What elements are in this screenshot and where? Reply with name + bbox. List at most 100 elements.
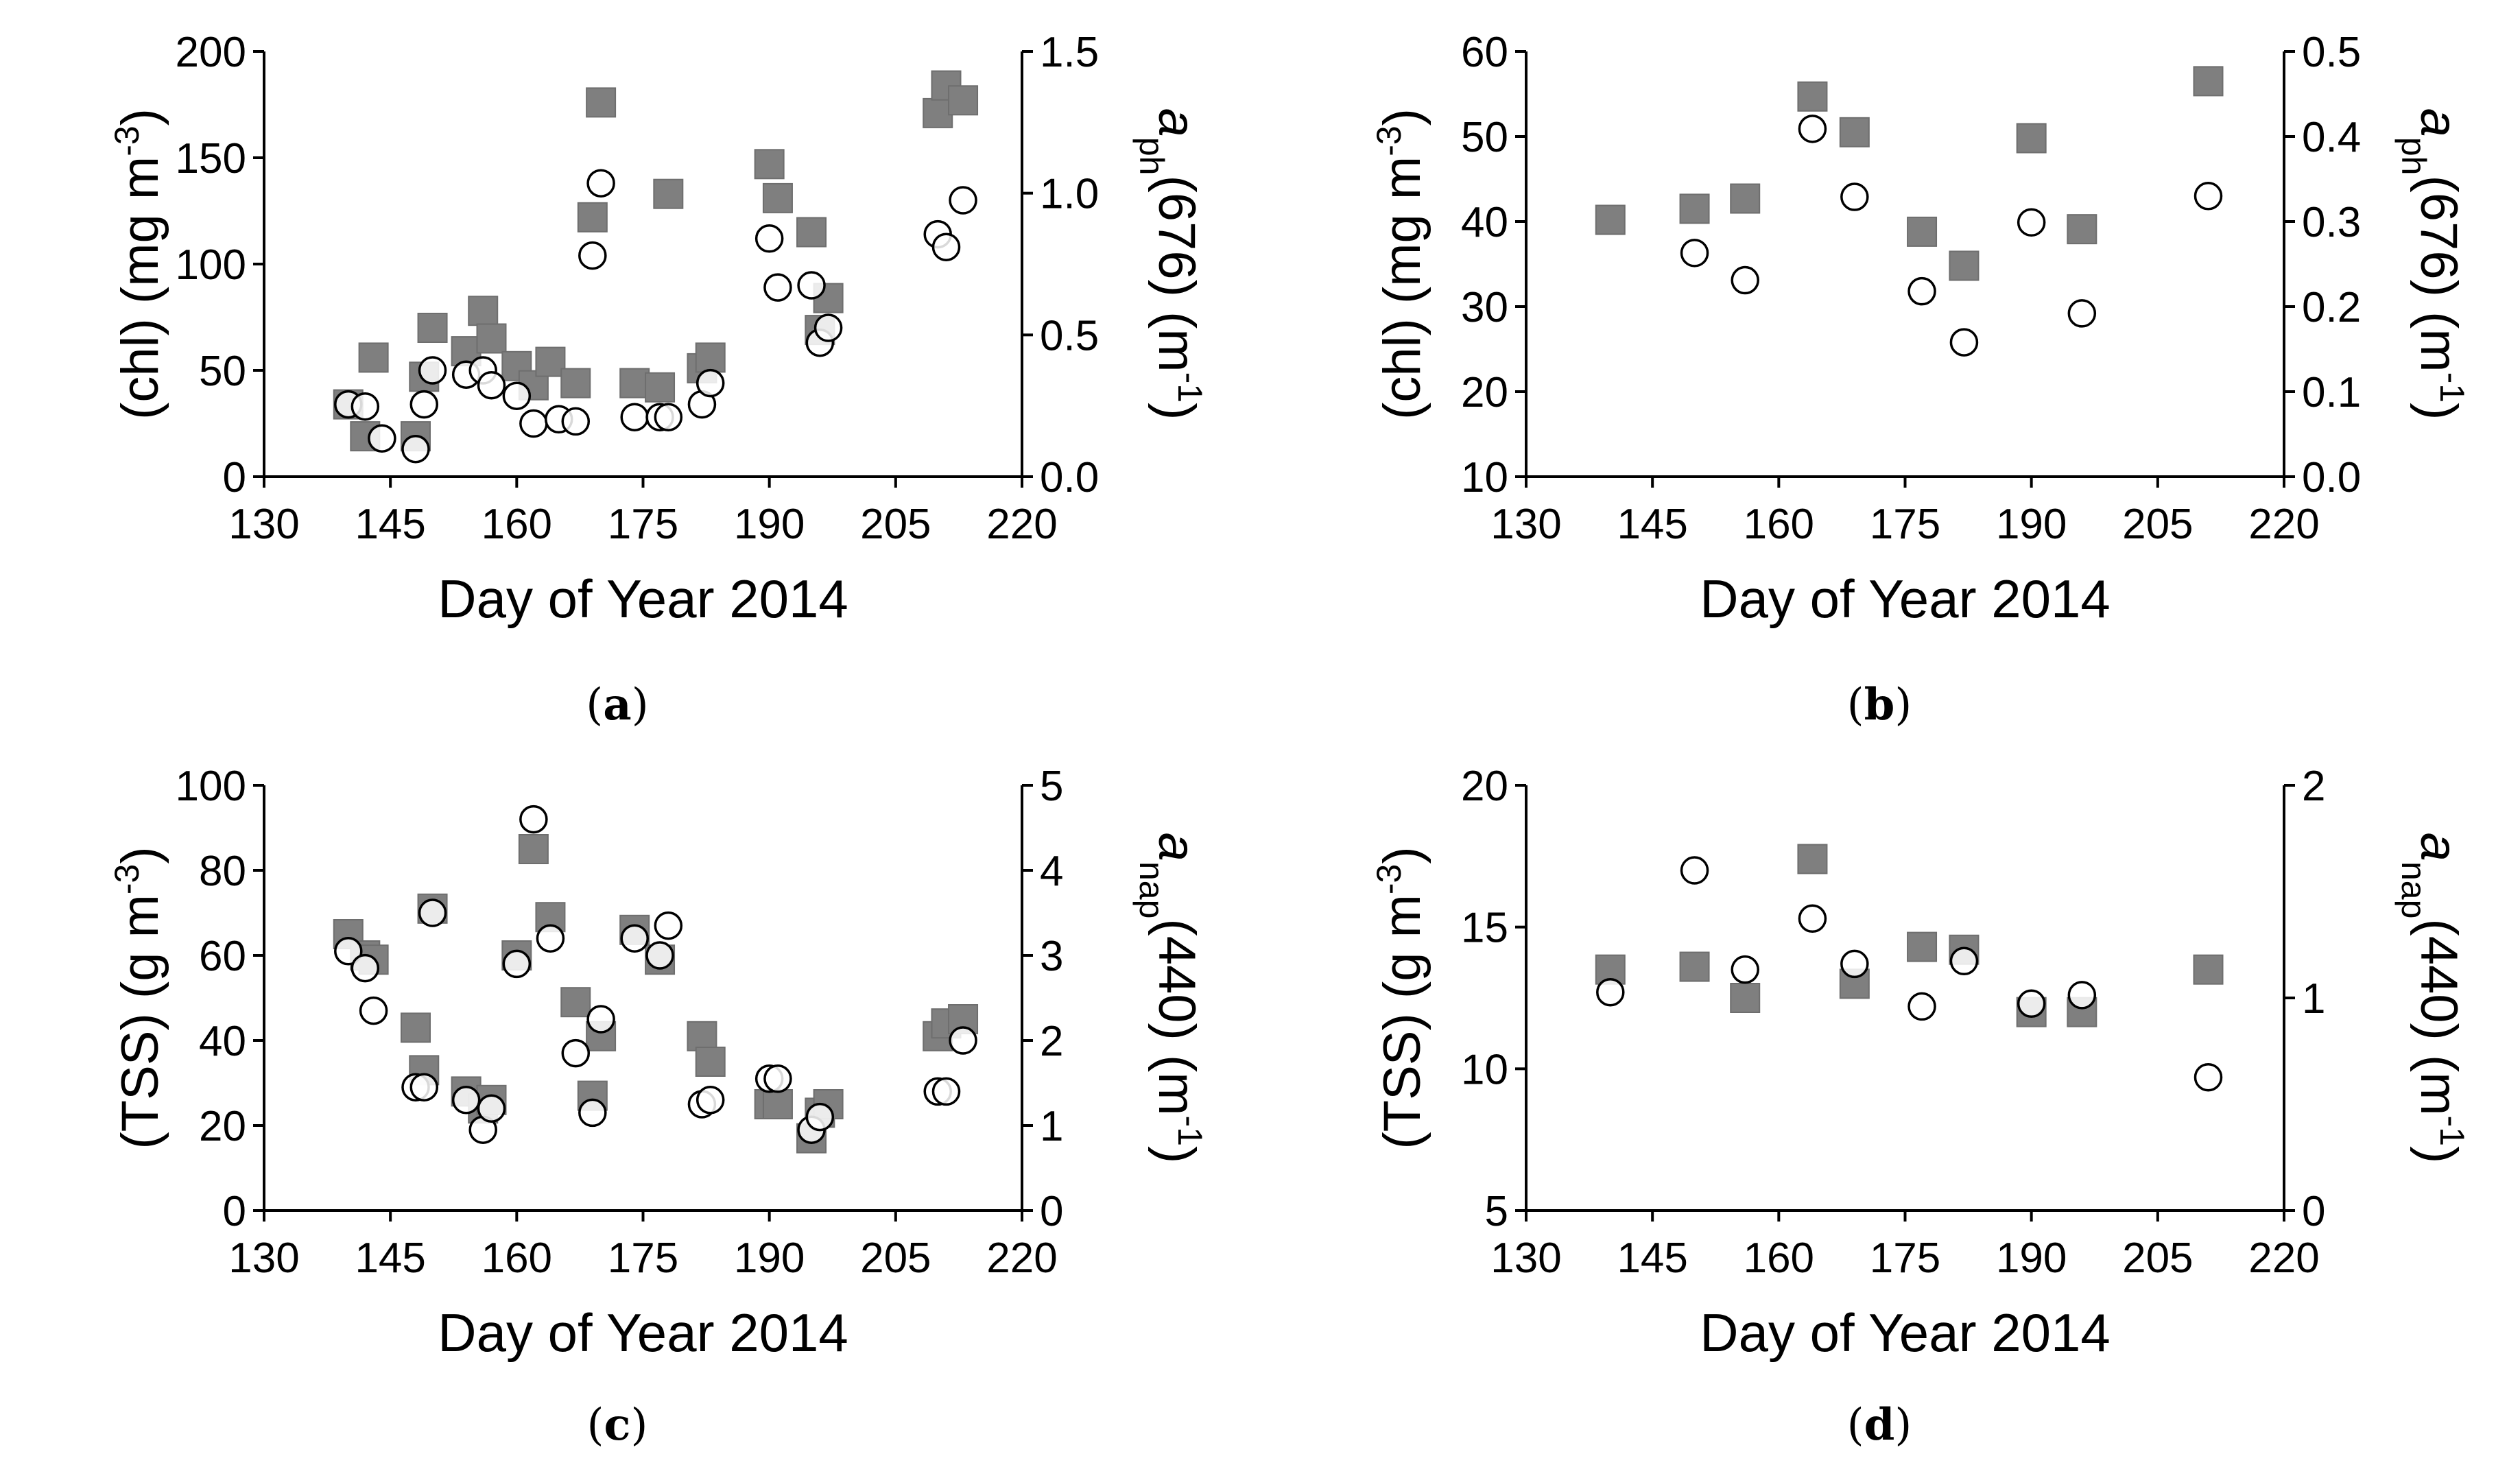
data-point-square	[1730, 183, 1761, 214]
data-point-circle	[586, 1005, 615, 1034]
data-point-circle	[696, 368, 725, 398]
y-right-axis-title: aph(676) (m-1)	[2394, 108, 2471, 420]
y-right-tick-label: 1	[1040, 1103, 1063, 1150]
y-right-tick-label: 0.1	[2302, 369, 2361, 416]
y-right-tick-label: 0.2	[2302, 284, 2361, 331]
y-left-tick-label: 10	[1461, 454, 1508, 501]
data-point-square	[645, 372, 676, 403]
data-point-circle	[949, 1026, 977, 1055]
x-tick-label: 175	[608, 1235, 678, 1282]
data-point-circle	[763, 1064, 792, 1093]
y-right-tick-label: 0.0	[1040, 454, 1099, 501]
data-point-square	[1907, 931, 1938, 962]
data-point-circle	[1907, 992, 1936, 1021]
data-point-square	[417, 313, 448, 343]
series-square-filled	[333, 70, 979, 452]
x-tick-label: 145	[1617, 1235, 1687, 1282]
data-point-square	[1907, 216, 1938, 247]
data-point-square	[695, 342, 726, 373]
axes: 130 145 160 175 190 205 220 5 10 15 20 0 1 2	[1461, 763, 2325, 1282]
data-point-circle	[536, 924, 565, 953]
chart-panel-a: 130 145 160 175 190 205 220 0 50 100 150 200 0.0 0.5 1…	[0, 0, 1255, 679]
data-point-circle	[2017, 989, 2046, 1019]
y-left-tick-label: 60	[1461, 29, 1508, 76]
x-tick-label: 130	[1490, 1235, 1561, 1282]
y-left-tick-label: 15	[1461, 905, 1508, 952]
y-left-tick-label: 20	[199, 1103, 246, 1150]
data-point-square	[401, 1012, 431, 1043]
data-point-circle	[2017, 208, 2046, 237]
data-point-square	[476, 323, 507, 354]
data-point-circle	[654, 403, 683, 431]
data-point-circle	[502, 381, 532, 410]
y-right-tick-label: 0	[2302, 1188, 2325, 1235]
data-point-square	[586, 87, 617, 118]
data-point-circle	[1949, 946, 1979, 976]
data-point-circle	[2067, 299, 2097, 328]
data-point-circle	[1798, 115, 1827, 143]
x-tick-label: 175	[1870, 1235, 1940, 1282]
data-point-circle	[519, 805, 548, 834]
axes: 130 145 160 175 190 205 220 0 50 100 150 200 0.0 0.5 1…	[176, 29, 1099, 548]
data-point-circle	[2067, 981, 2097, 1010]
data-point-circle	[654, 911, 683, 940]
data-point-circle	[1680, 856, 1709, 885]
y-left-tick-label: 10	[1461, 1046, 1508, 1093]
y-right-tick-label: 1	[2302, 975, 2325, 1023]
data-point-circle	[931, 1077, 961, 1106]
chart-svg-d: 130 145 160 175 190 205 220 5 10 15 20 0 1 2 Day of Ye…	[1370, 763, 2471, 1363]
x-axis-title: Day of Year 2014	[1700, 569, 2110, 629]
y-right-tick-label: 0.5	[1040, 312, 1099, 359]
x-tick-label: 205	[2122, 1235, 2193, 1282]
x-tick-label: 145	[355, 501, 425, 548]
y-left-tick-label: 40	[1461, 199, 1508, 246]
y-left-tick-label: 30	[1461, 284, 1508, 331]
data-point-circle	[359, 996, 388, 1025]
data-point-circle	[813, 313, 843, 342]
x-tick-label: 130	[228, 1235, 299, 1282]
data-point-square	[796, 217, 827, 248]
y-right-axis-title: anap(440) (m-1)	[1132, 833, 1209, 1164]
x-tick-label: 220	[2248, 501, 2319, 548]
series-square-filled	[1595, 66, 2224, 281]
y-left-tick-label: 20	[1461, 369, 1508, 416]
y-right-tick-label: 5	[1040, 763, 1063, 810]
x-tick-label: 130	[1490, 501, 1561, 548]
y-left-tick-label: 150	[176, 135, 246, 182]
data-point-circle	[350, 392, 380, 421]
data-point-square	[577, 202, 608, 233]
data-point-square	[653, 178, 684, 209]
data-point-circle	[451, 1086, 481, 1115]
y-left-axis-title: (TSS) (g m-3)	[108, 846, 169, 1149]
data-point-square	[2193, 954, 2224, 985]
x-tick-label: 160	[482, 1235, 552, 1282]
series-circle-open	[1680, 115, 2223, 357]
data-point-circle	[645, 941, 674, 970]
data-point-circle	[620, 403, 649, 431]
series-circle-open	[334, 805, 977, 1144]
caption-c: (c)	[586, 1399, 648, 1451]
data-point-square	[619, 368, 650, 398]
chart-svg-a: 130 145 160 175 190 205 220 0 50 100 150 200 0.0 0.5 1…	[108, 29, 1209, 629]
data-point-square	[762, 1089, 793, 1119]
x-tick-label: 190	[1996, 1235, 2067, 1282]
data-point-circle	[561, 407, 591, 436]
y-left-axis-title: (chl) (mg m-3)	[108, 108, 169, 420]
y-right-tick-label: 3	[1040, 933, 1063, 980]
chart-panel-d: 130 145 160 175 190 205 220 5 10 15 20 0 1 2 Day of Ye…	[1262, 734, 2517, 1413]
data-point-circle	[1680, 239, 1709, 267]
data-point-square	[560, 368, 591, 398]
series-circle-open	[1596, 856, 2223, 1092]
data-point-circle	[1731, 955, 1759, 984]
data-point-square	[518, 834, 549, 864]
x-tick-label: 205	[860, 501, 931, 548]
data-point-circle	[1731, 265, 1759, 295]
x-tick-label: 220	[986, 1235, 1057, 1282]
y-right-tick-label: 0.5	[2302, 29, 2361, 76]
data-point-square	[1839, 117, 1870, 147]
y-right-tick-label: 0.4	[2302, 114, 2361, 161]
data-point-circle	[477, 370, 506, 400]
data-point-square	[762, 182, 793, 213]
data-point-square	[2067, 214, 2097, 245]
data-point-circle	[368, 424, 396, 453]
